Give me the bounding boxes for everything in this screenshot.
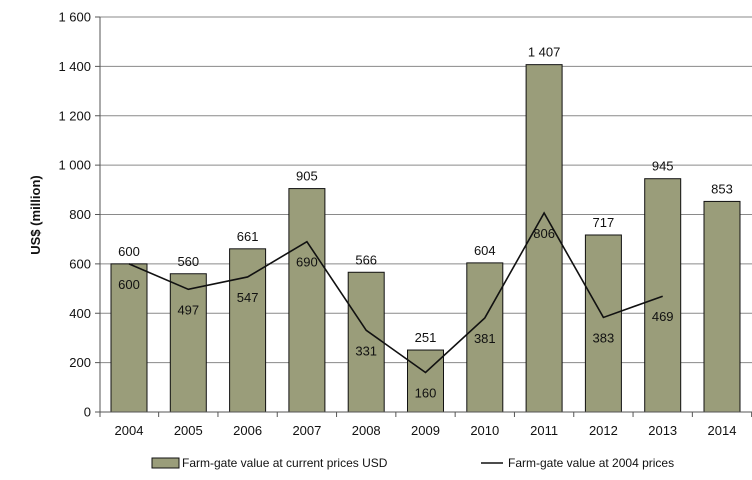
x-tick-label: 2005 — [174, 423, 203, 438]
y-tick-label: 1 600 — [58, 10, 91, 25]
bar-value-label: 604 — [474, 243, 496, 258]
bar-value-label: 566 — [355, 252, 377, 267]
legend: Farm-gate value at current prices USD Fa… — [151, 456, 674, 470]
line-value-label: 690 — [296, 255, 318, 270]
y-tick-label: 200 — [69, 355, 91, 370]
y-tick-label: 800 — [69, 207, 91, 222]
bar — [288, 188, 326, 413]
bar-series — [110, 64, 741, 413]
y-tick-label: 1 400 — [58, 59, 91, 74]
y-tick-label: 1 200 — [58, 108, 91, 123]
x-tick-label: 2009 — [411, 423, 440, 438]
line-path — [128, 211, 663, 374]
bar — [584, 234, 622, 413]
legend-label-line: Farm-gate value at 2004 prices — [508, 456, 674, 470]
bar-value-label: 661 — [237, 229, 259, 244]
line-value-label: 160 — [415, 386, 437, 401]
line-series — [128, 211, 663, 374]
line-value-label: 469 — [652, 309, 674, 324]
bar-value-label: 717 — [593, 215, 615, 230]
bar-value-label: 600 — [118, 244, 140, 259]
bar — [525, 64, 563, 413]
bar-value-label: 560 — [177, 254, 199, 269]
line-value-label: 381 — [474, 331, 496, 346]
y-tick-label: 0 — [84, 405, 91, 420]
bar — [229, 248, 267, 413]
bar-value-label: 853 — [711, 181, 733, 196]
bar — [110, 263, 148, 413]
y-tick-label: 1 000 — [58, 158, 91, 173]
axes: 0 200 400 600 800 1 000 1 200 1 400 1 600 2004 200… — [58, 10, 752, 438]
x-tick-label: 2007 — [292, 423, 321, 438]
bar — [703, 200, 741, 413]
x-tick-label: 2014 — [708, 423, 737, 438]
y-axis-label: US$ (million) — [28, 175, 43, 254]
bar-value-label: 251 — [415, 330, 437, 345]
y-tick-label: 400 — [69, 306, 91, 321]
x-tick-label: 2006 — [233, 423, 262, 438]
x-tick-label: 2010 — [470, 423, 499, 438]
bar — [407, 349, 444, 413]
line-value-label: 806 — [533, 226, 555, 241]
line-value-label: 497 — [177, 302, 199, 317]
x-tick-label: 2004 — [115, 423, 144, 438]
bar — [347, 271, 385, 413]
line-value-label: 383 — [593, 330, 615, 345]
x-tick-label: 2011 — [530, 423, 558, 438]
bar-value-label: 945 — [652, 159, 674, 174]
gridlines — [100, 16, 752, 364]
legend-swatch-bar — [151, 457, 180, 469]
x-tick-label: 2013 — [648, 423, 677, 438]
bar-value-label: 905 — [296, 169, 318, 184]
bar — [169, 273, 207, 413]
data-labels: 600 560 661 905 566 251 604 1 407 717 945 853 600 49… — [118, 45, 733, 401]
bar — [644, 178, 682, 413]
line-value-label: 331 — [355, 343, 377, 358]
line-value-label: 600 — [118, 277, 140, 292]
legend-label-bar: Farm-gate value at current prices USD — [182, 456, 388, 470]
line-value-label: 547 — [237, 290, 259, 305]
bar-value-label: 1 407 — [528, 45, 561, 60]
y-tick-label: 600 — [69, 256, 91, 271]
x-tick-label: 2012 — [589, 423, 618, 438]
x-tick-label: 2008 — [352, 423, 381, 438]
